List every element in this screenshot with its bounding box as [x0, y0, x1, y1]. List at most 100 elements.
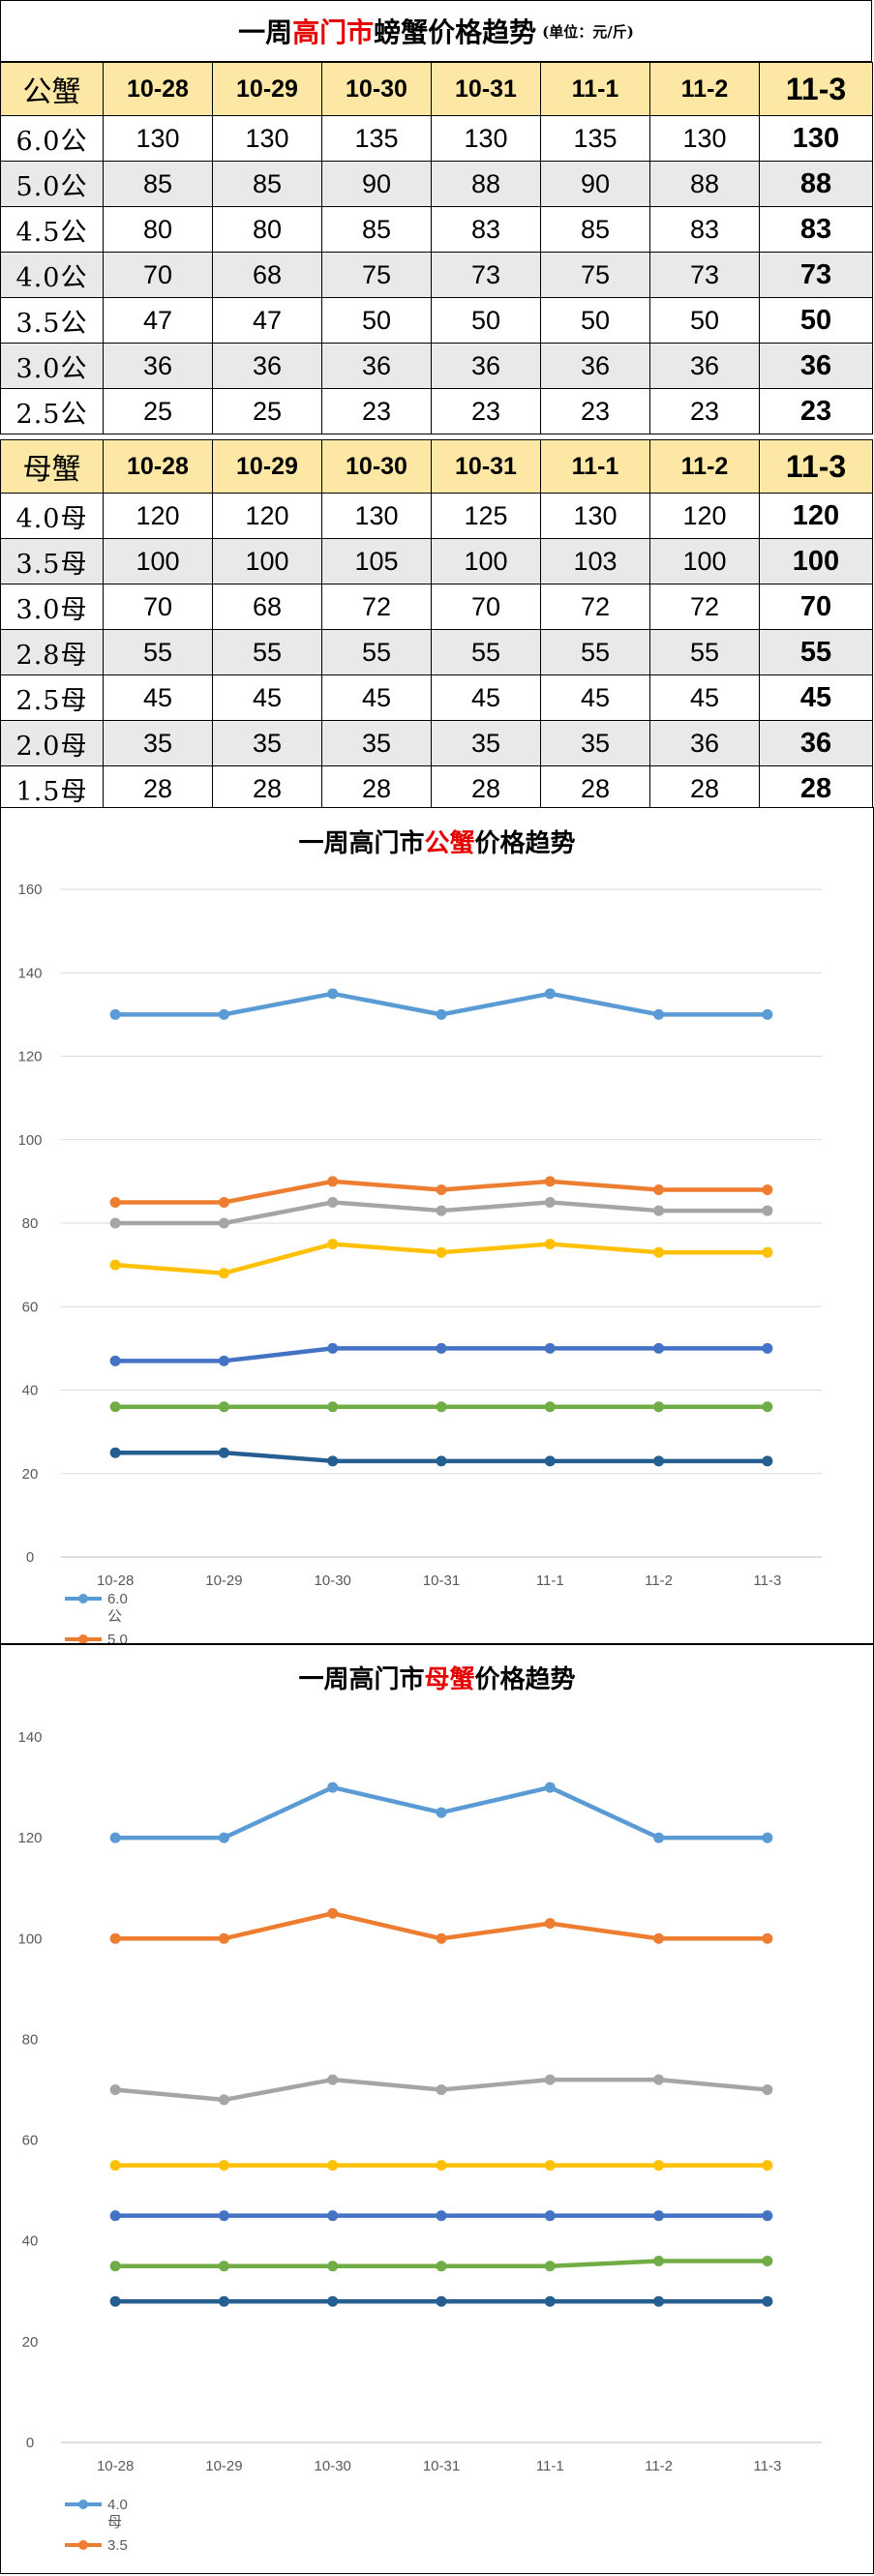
female-date-header: 11-2 — [649, 439, 760, 494]
data-point — [544, 1401, 556, 1413]
data-point — [436, 1205, 447, 1216]
price-cell: 70 — [103, 252, 213, 298]
price-cell: 23 — [431, 388, 541, 434]
female-crab-chart: 一周高门市母蟹价格趋势 0 20 40 60 80 100 120 140 10-28 10-29 1… — [0, 1644, 874, 2574]
table-row: 5.0公 85 85 90 88 90 88 88 — [0, 161, 873, 207]
data-point — [109, 1832, 121, 1843]
row-label: 4.5公 — [0, 206, 104, 253]
row-label: 3.0母 — [0, 584, 104, 630]
data-point — [436, 2160, 447, 2172]
data-point — [109, 1932, 121, 1944]
price-cell: 130 — [212, 115, 322, 162]
data-point — [218, 2261, 229, 2272]
data-point — [218, 1447, 229, 1458]
data-point — [218, 1217, 229, 1229]
y-tick-label: 20 — [22, 1466, 39, 1483]
price-cell: 85 — [103, 161, 213, 207]
table-row: 6.0公 130 130 135 130 135 130 130 — [0, 115, 873, 162]
price-cell: 45 — [540, 674, 650, 721]
row-label: 4.0公 — [0, 252, 104, 298]
price-cell: 120 — [759, 493, 873, 539]
data-point — [653, 2160, 665, 2172]
price-cell: 90 — [540, 161, 650, 207]
male-date-header: 11-3 — [759, 62, 873, 116]
price-cell: 100 — [431, 538, 541, 584]
price-cell: 88 — [759, 161, 873, 207]
price-cell: 73 — [649, 252, 760, 298]
data-point — [327, 2074, 339, 2085]
table-row: 3.0公 36 36 36 36 36 36 36 — [0, 343, 873, 389]
price-cell: 100 — [649, 538, 760, 584]
row-label: 2.8母 — [0, 629, 104, 675]
price-cell: 28 — [540, 765, 650, 812]
price-cell: 100 — [759, 538, 873, 584]
y-tick-label: 120 — [17, 1830, 42, 1846]
legend-label: 3.5 — [107, 2537, 128, 2554]
chart-title: 一周高门市公蟹价格趋势 — [298, 828, 575, 858]
data-point — [327, 2261, 339, 2272]
row-label: 2.5母 — [0, 674, 104, 721]
male-crab-chart: 一周高门市公蟹价格趋势 0 20 40 60 80 100 120 140 160 10-28 10-… — [0, 807, 874, 1644]
data-point — [762, 2160, 773, 2172]
price-cell: 50 — [431, 297, 541, 344]
female-crab-line-chart: 一周高门市母蟹价格趋势 0 20 40 60 80 100 120 140 10-28 10-29 1… — [17, 1664, 822, 2554]
price-cell: 36 — [431, 343, 541, 389]
table-row: 4.5公 80 80 85 83 85 83 83 — [0, 206, 873, 253]
price-cell: 130 — [103, 115, 213, 162]
data-point — [109, 2261, 121, 2272]
data-point — [544, 1918, 556, 1930]
data-point — [544, 1455, 556, 1467]
table-row: 3.5母 100 100 105 100 103 100 100 — [0, 538, 873, 584]
price-cell: 88 — [431, 161, 541, 207]
row-label: 6.0公 — [0, 115, 104, 162]
title-suffix: 螃蟹价格趋势 — [374, 16, 537, 48]
price-cell: 28 — [649, 765, 760, 812]
price-cell: 85 — [321, 206, 432, 253]
data-point — [762, 1455, 773, 1467]
x-tick-label: 10-31 — [423, 1573, 460, 1589]
data-point — [544, 2160, 556, 2172]
price-cell: 28 — [431, 765, 541, 812]
data-point — [218, 2210, 229, 2222]
price-cell: 125 — [431, 493, 541, 539]
price-cell: 25 — [103, 388, 213, 434]
data-point — [653, 1832, 665, 1843]
price-cell: 25 — [212, 388, 322, 434]
male-date-header: 11-1 — [540, 62, 650, 116]
price-cell: 55 — [321, 629, 432, 675]
table-row: 1.5母 28 28 28 28 28 28 28 — [0, 765, 873, 812]
y-tick-label: 100 — [17, 1931, 42, 1947]
price-cell: 35 — [212, 720, 322, 766]
data-point — [327, 1342, 339, 1354]
data-point — [218, 1008, 229, 1020]
price-cell: 68 — [212, 252, 322, 298]
female-corner-label: 母蟹 — [0, 439, 104, 494]
x-tick-label: 11-1 — [536, 2458, 564, 2474]
row-label: 4.0母 — [0, 493, 104, 539]
data-point — [109, 2210, 121, 2222]
price-cell: 50 — [649, 297, 760, 344]
data-point — [653, 1342, 665, 1354]
price-cell: 130 — [759, 115, 873, 162]
price-cell: 88 — [649, 161, 760, 207]
female-crab-price-table: 母蟹 10-28 10-29 10-30 10-31 11-1 11-2 11-3 4.0母 12… — [0, 439, 873, 812]
price-cell: 50 — [540, 297, 650, 344]
female-date-header: 10-30 — [321, 439, 432, 494]
price-cell: 80 — [103, 206, 213, 253]
data-point — [109, 1259, 121, 1271]
data-point — [109, 2084, 121, 2095]
y-tick-label: 140 — [17, 965, 42, 981]
female-date-header: 10-31 — [431, 439, 541, 494]
data-point — [544, 1342, 556, 1354]
data-point — [436, 1932, 447, 1944]
data-point — [109, 1355, 121, 1366]
data-point — [436, 1246, 447, 1258]
price-cell: 45 — [431, 674, 541, 721]
data-point — [218, 1355, 229, 1366]
title-highlight: 高门市 — [292, 16, 375, 48]
data-point — [327, 1239, 339, 1250]
data-point — [436, 1342, 447, 1354]
y-tick-label: 80 — [22, 2031, 39, 2048]
price-cell: 36 — [103, 343, 213, 389]
row-label: 1.5母 — [0, 765, 104, 812]
